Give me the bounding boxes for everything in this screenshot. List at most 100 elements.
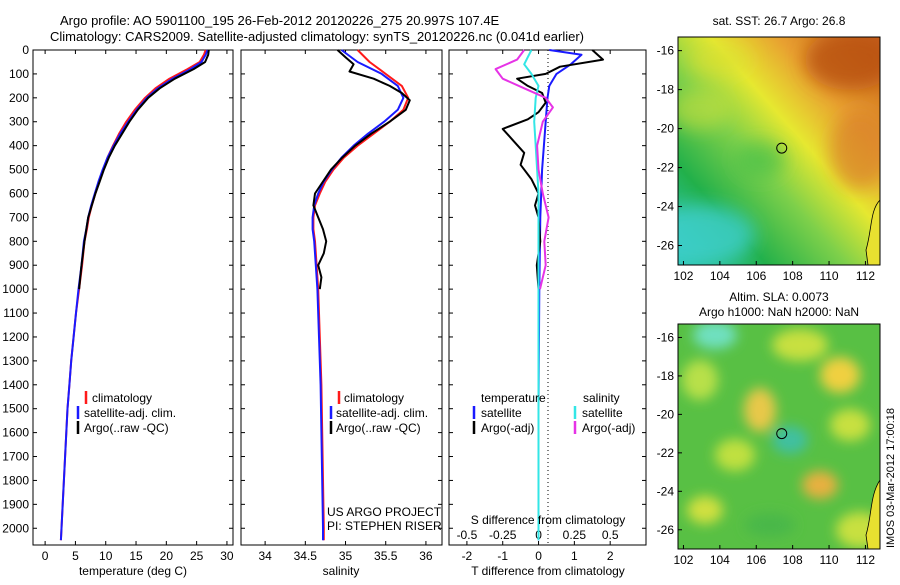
sla-map-title-line2: Argo h1000: NaN h2000: NaN xyxy=(699,305,859,319)
coastline xyxy=(865,199,880,265)
salinity-legend: climatology satellite-adj. clim. Argo(..… xyxy=(329,391,428,435)
y-tick-label: 1200 xyxy=(2,330,29,344)
x-tick-label: 35 xyxy=(339,549,353,563)
x-tick-label: 36 xyxy=(419,549,433,563)
map-x-tick-label: 104 xyxy=(710,269,730,283)
map-y-tick-label: -24 xyxy=(657,484,675,498)
sla-map-axes: 102 104 106 108 110 112 -16 -18 -20 -22 -24 -26 xyxy=(657,330,876,567)
legend-label-argo: Argo(..raw -QC) xyxy=(84,421,169,435)
map-x-tick-label: 106 xyxy=(746,553,766,567)
map-x-tick-label: 110 xyxy=(819,269,838,283)
sla-field xyxy=(678,324,880,549)
series-line-salinity-satellite xyxy=(523,49,540,541)
difference-series xyxy=(494,49,604,541)
coastline xyxy=(865,479,880,549)
y-tick-label: 900 xyxy=(9,258,29,272)
x-tick-label: 0 xyxy=(42,549,49,563)
x-tick-label: -1 xyxy=(497,549,508,563)
map-y-tick-label: -16 xyxy=(657,330,675,344)
legend-title-temperature: temperature xyxy=(481,391,546,405)
salinity-series xyxy=(311,49,411,541)
map-x-tick-label: 108 xyxy=(783,269,803,283)
y-tick-label: 100 xyxy=(9,67,29,81)
x-tick-label: 1 xyxy=(571,549,578,563)
figure-title-line1: Argo profile: AO 5901100_195 26-Feb-2012… xyxy=(60,13,500,28)
y-tick-label: 800 xyxy=(9,234,29,248)
legend-label-t-satellite: satellite xyxy=(481,406,522,420)
sst-map-axes: 102 104 106 108 110 112 -16 -18 -20 -22 -24 -26 xyxy=(657,44,876,283)
map-y-tick-label: -22 xyxy=(657,446,675,460)
series-line-temperature-argo-adj xyxy=(501,49,604,290)
map-x-tick-label: 102 xyxy=(673,269,693,283)
series-line-argo-raw-qc xyxy=(78,49,210,290)
y-tick-label: 1500 xyxy=(2,402,29,416)
legend-label-climatology: climatology xyxy=(92,391,152,405)
sst-field xyxy=(678,37,880,265)
map-y-tick-label: -16 xyxy=(657,44,675,58)
x-tick-label: 0 xyxy=(535,549,542,563)
map-x-tick-label: 102 xyxy=(673,553,693,567)
y-tick-label: 1100 xyxy=(3,306,29,320)
difference-legend: temperature salinity satellite Argo(-adj… xyxy=(472,391,635,435)
sla-map-frame xyxy=(677,323,881,550)
map-y-tick-label: -22 xyxy=(657,161,675,175)
map-y-tick-label: -20 xyxy=(657,122,675,136)
x-tick-label: 5 xyxy=(72,549,79,563)
credit-line2: PI: STEPHEN RISER xyxy=(327,519,442,533)
timestamp-stamp: IMOS 03-Mar-2012 17:00:18 xyxy=(885,408,897,548)
difference-panel: -2 -1 0 1 2 -0.5 -0.25 0 0.25 0.5 T difference f… xyxy=(448,49,647,578)
map-y-tick-label: -18 xyxy=(657,369,675,383)
x-tick-label: 25 xyxy=(190,549,204,563)
temperature-x-axis: 0 5 10 15 20 25 30 xyxy=(42,50,234,563)
map-y-tick-label: -20 xyxy=(657,407,675,421)
y-tick-label: 2000 xyxy=(2,521,29,535)
credit-line1: US ARGO PROJECT xyxy=(327,505,442,519)
legend-label-satellite: satellite-adj. clim. xyxy=(84,406,176,420)
y-tick-label: 200 xyxy=(9,91,29,105)
map-x-tick-label: 106 xyxy=(746,269,766,283)
argo-float-marker xyxy=(776,428,788,440)
series-line-argo-raw-qc xyxy=(312,49,411,290)
legend-title-salinity: salinity xyxy=(583,391,620,405)
map-y-tick-label: -26 xyxy=(657,239,675,253)
map-y-tick-label: -18 xyxy=(657,83,675,97)
salinity-depth-ticks xyxy=(241,49,442,529)
salinity-x-label: salinity xyxy=(323,564,360,578)
legend-label-argo: Argo(..raw -QC) xyxy=(336,421,421,435)
sla-map-panel: Altim. SLA: 0.0073 Argo h1000: NaN h2000… xyxy=(657,290,881,567)
x-tick-label: 35.5 xyxy=(374,549,398,563)
salinity-panel: 34 34.5 35 35.5 36 salinity climatology sate… xyxy=(240,49,443,578)
s-difference-tick-label: 0.5 xyxy=(602,528,619,542)
map-y-tick-label: -26 xyxy=(657,523,675,537)
temperature-x-label: temperature (deg C) xyxy=(79,564,187,578)
map-x-tick-label: 104 xyxy=(710,553,730,567)
legend-label-t-argo: Argo(-adj) xyxy=(481,421,534,435)
depth-axis: 0 100 200 300 400 500 600 700 800 900 1000 1100 1200… xyxy=(2,43,233,535)
x-tick-label: 34.5 xyxy=(294,549,318,563)
series-line-salinity-argo-adj xyxy=(494,49,554,290)
y-tick-label: 1900 xyxy=(2,497,29,511)
t-difference-x-label: T difference from climatology xyxy=(471,564,625,578)
y-tick-label: 600 xyxy=(9,186,29,200)
y-tick-label: 400 xyxy=(9,139,29,153)
figure-title-line2: Climatology: CARS2009. Satellite-adjuste… xyxy=(50,29,584,44)
series-line-satellite-adj-clim xyxy=(311,49,405,541)
x-tick-label: 2 xyxy=(607,549,614,563)
map-x-tick-label: 110 xyxy=(819,553,838,567)
y-tick-label: 1700 xyxy=(2,450,29,464)
map-y-tick-label: -24 xyxy=(657,200,675,214)
y-tick-label: 1000 xyxy=(2,282,29,296)
temperature-legend: climatology satellite-adj. clim. Argo(..… xyxy=(76,391,176,435)
x-tick-label: 15 xyxy=(129,549,143,563)
sst-map-title: sat. SST: 26.7 Argo: 26.8 xyxy=(713,14,846,28)
legend-label-climatology: climatology xyxy=(344,391,404,405)
t-difference-x-axis: -2 -1 0 1 2 xyxy=(462,50,614,563)
s-difference-tick-label: -0.25 xyxy=(489,528,517,542)
legend-label-s-argo: Argo(-adj) xyxy=(582,421,635,435)
s-difference-tick-label: -0.5 xyxy=(457,528,478,542)
y-tick-label: 1600 xyxy=(2,426,29,440)
x-tick-label: -2 xyxy=(462,549,473,563)
map-x-tick-label: 112 xyxy=(856,553,875,567)
sst-map-frame xyxy=(677,36,881,266)
